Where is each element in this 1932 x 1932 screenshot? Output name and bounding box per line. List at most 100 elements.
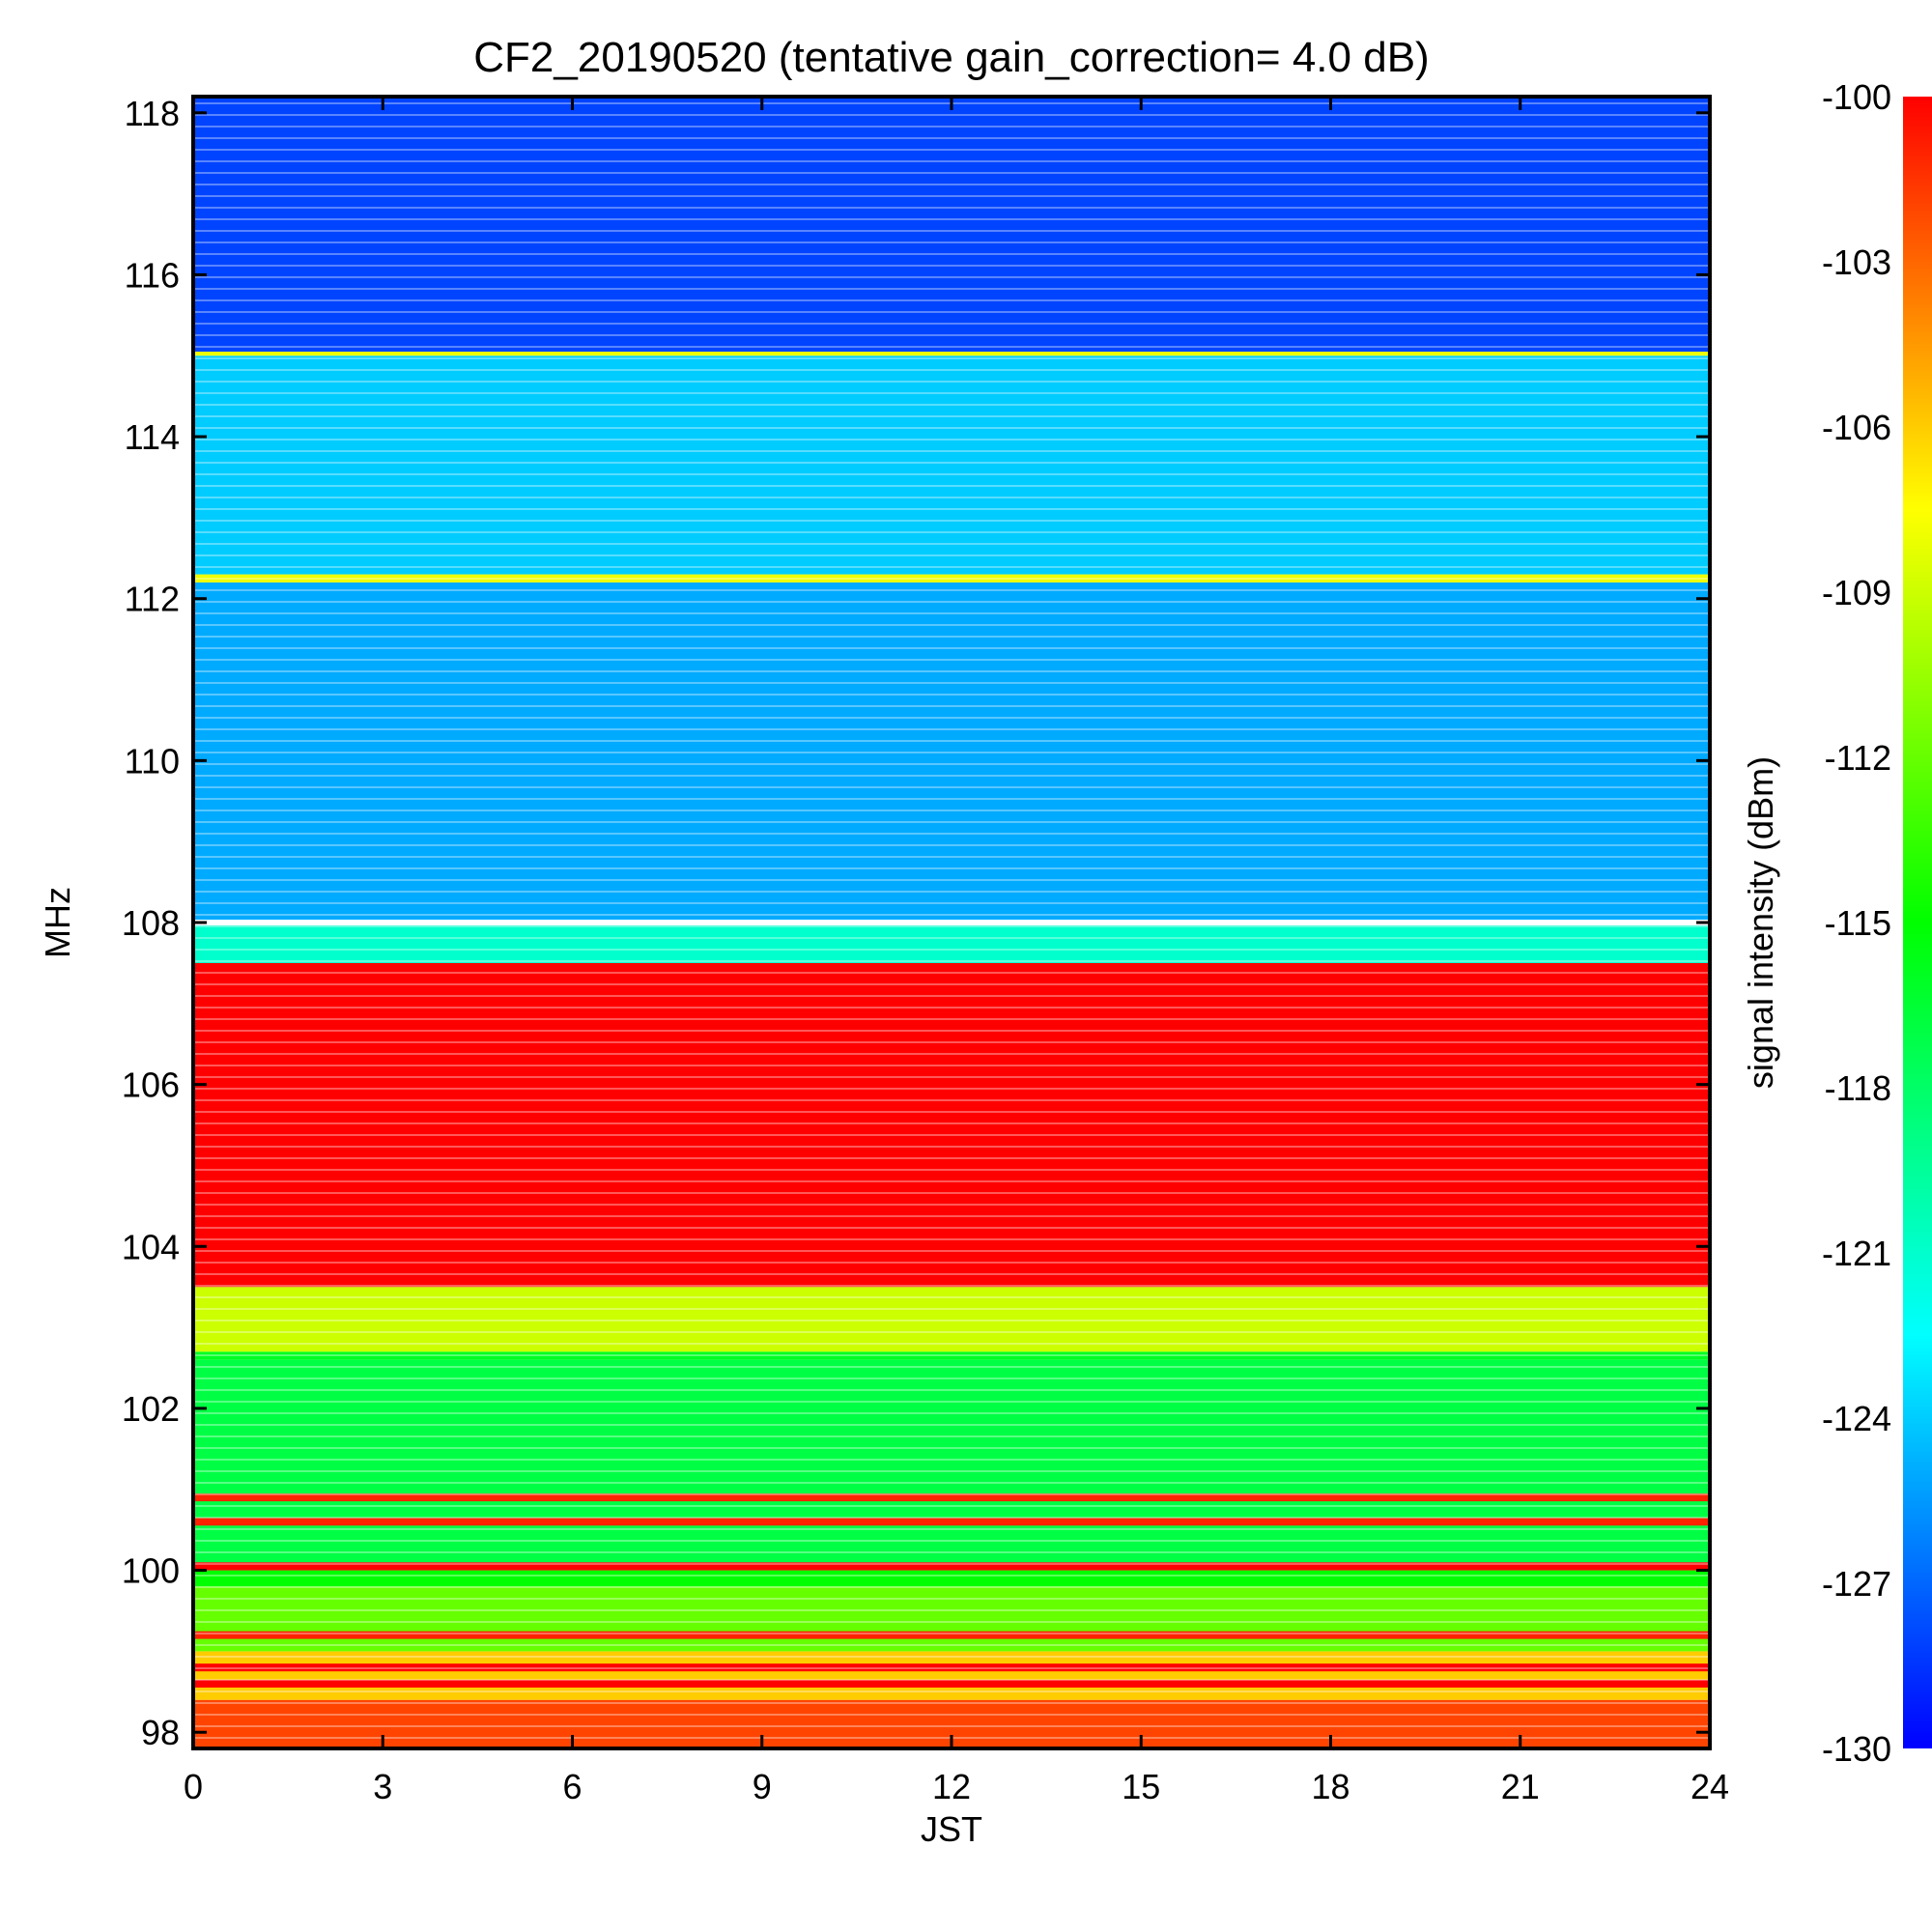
texture-stripe	[193, 114, 1710, 116]
x-tick-label: 21	[1501, 1767, 1540, 1806]
texture-stripe	[193, 334, 1710, 336]
texture-stripe	[193, 1401, 1710, 1403]
colorbar-tick-label: -127	[1822, 1564, 1891, 1604]
colorbar-tick-label: -121	[1822, 1234, 1891, 1273]
texture-stripe	[193, 728, 1710, 730]
texture-stripe	[193, 1088, 1710, 1090]
texture-stripe	[193, 694, 1710, 696]
texture-stripe	[193, 485, 1710, 487]
texture-stripe	[193, 1644, 1710, 1646]
texture-stripe	[193, 960, 1710, 962]
colorbar-tick-label: -130	[1822, 1729, 1891, 1769]
heatmap-band	[193, 923, 1710, 963]
y-tick-label: 98	[141, 1713, 180, 1752]
colorbar-tick-label: -100	[1822, 77, 1891, 117]
y-axis: 98 100 102 104 106 108 110 112 114 116 118	[122, 94, 1710, 1752]
texture-stripe	[193, 392, 1710, 394]
texture-stripe	[193, 195, 1710, 197]
x-axis: 0 3 6 9 12 15 18 21 24	[184, 97, 1729, 1806]
texture-stripe	[193, 891, 1710, 893]
texture-stripe	[193, 717, 1710, 719]
colorbar-tick-label: -103	[1822, 242, 1891, 282]
texture-stripe	[193, 531, 1710, 533]
texture-stripe	[193, 1308, 1710, 1310]
colorbar	[1903, 97, 1932, 1748]
texture-stripe	[193, 1122, 1710, 1124]
texture-stripe	[193, 381, 1710, 383]
texture-stripe	[193, 670, 1710, 672]
texture-stripe	[193, 949, 1710, 951]
texture-stripe	[193, 601, 1710, 603]
texture-stripe	[193, 752, 1710, 753]
colorbar-tick-label: -112	[1825, 738, 1891, 778]
texture-stripe	[193, 473, 1710, 475]
texture-stripe	[193, 1714, 1710, 1716]
texture-stripe	[193, 1204, 1710, 1206]
x-tick-label: 9	[753, 1767, 772, 1806]
texture-stripe	[193, 763, 1710, 765]
texture-stripe	[193, 1389, 1710, 1391]
texture-stripe	[193, 288, 1710, 290]
texture-stripe	[193, 1215, 1710, 1217]
texture-stripe	[193, 578, 1710, 580]
texture-stripe	[193, 160, 1710, 162]
texture-stripe	[193, 1134, 1710, 1136]
texture-stripe	[193, 1331, 1710, 1333]
texture-stripe	[193, 821, 1710, 823]
texture-stripe	[193, 1262, 1710, 1264]
texture-stripe	[193, 1053, 1710, 1055]
texture-stripe	[193, 1099, 1710, 1101]
texture-stripe	[193, 902, 1710, 904]
colorbar-tick-label: -115	[1825, 903, 1891, 943]
texture-stripe	[193, 1378, 1710, 1379]
y-tick-label: 112	[125, 580, 180, 619]
texture-stripe	[193, 427, 1710, 429]
colorbar-title: signal intensity (dBm)	[1741, 756, 1780, 1089]
y-tick-label: 106	[122, 1065, 180, 1105]
y-axis-title: MHz	[38, 887, 77, 958]
texture-stripe	[193, 137, 1710, 139]
texture-stripe	[193, 172, 1710, 174]
texture-stripe	[193, 1505, 1710, 1507]
texture-stripe	[193, 1621, 1710, 1623]
heatmap-band	[193, 352, 1710, 356]
texture-stripe	[193, 1111, 1710, 1113]
texture-stripe	[193, 1041, 1710, 1043]
texture-stripe	[193, 311, 1710, 313]
texture-stripe	[193, 1586, 1710, 1588]
texture-stripe	[193, 1528, 1710, 1530]
texture-stripe	[193, 1633, 1710, 1634]
texture-stripe	[193, 1354, 1710, 1356]
texture-stripe	[193, 1285, 1710, 1287]
y-tick-label: 108	[122, 903, 180, 943]
band-gap-line	[193, 920, 1710, 925]
texture-stripe	[193, 925, 1710, 927]
texture-stripe	[193, 242, 1710, 243]
texture-stripe	[193, 230, 1710, 232]
texture-stripe	[193, 1575, 1710, 1577]
texture-stripe	[193, 1180, 1710, 1182]
texture-stripe	[193, 659, 1710, 661]
texture-stripe	[193, 647, 1710, 649]
texture-stripe	[193, 798, 1710, 800]
texture-stripe	[193, 1598, 1710, 1600]
texture-stripe	[193, 346, 1710, 348]
texture-stripe	[193, 369, 1710, 371]
texture-stripe	[193, 1343, 1710, 1345]
texture-stripe	[193, 1238, 1710, 1240]
texture-stripe	[193, 1702, 1710, 1704]
texture-stripe	[193, 1517, 1710, 1519]
heatmap-band	[193, 1651, 1710, 1700]
texture-stripe	[193, 1435, 1710, 1437]
texture-stripe	[193, 404, 1710, 406]
texture-stripe	[193, 879, 1710, 881]
y-tick-label: 100	[122, 1551, 180, 1591]
texture-stripe	[193, 1227, 1710, 1229]
x-tick-label: 6	[562, 1767, 582, 1806]
texture-stripe	[193, 636, 1710, 638]
texture-stripe	[193, 1412, 1710, 1414]
texture-stripe	[193, 1470, 1710, 1472]
signal-line	[193, 1493, 1710, 1502]
heatmap-band	[193, 1351, 1710, 1360]
texture-stripe	[193, 856, 1710, 858]
